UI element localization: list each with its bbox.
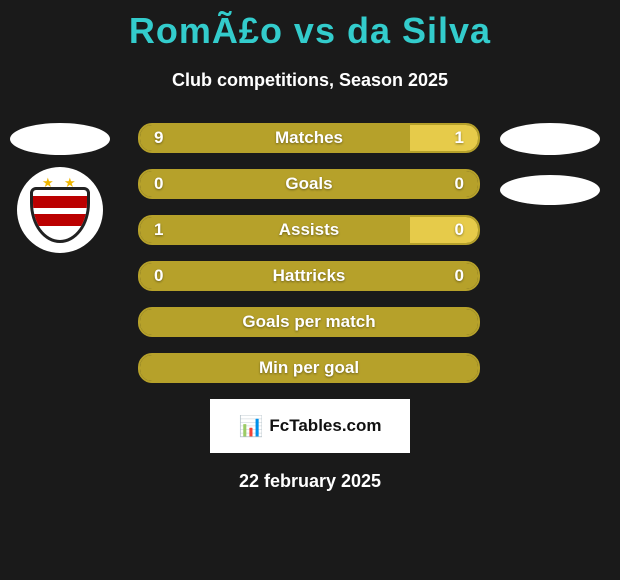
right-ellipse-2 <box>500 175 600 205</box>
left-club-crest: ★ ★ <box>17 167 103 253</box>
stat-bar-label: Matches <box>140 125 478 151</box>
stat-bar-label: Hattricks <box>140 263 478 289</box>
comparison-content: ★ ★ Matches91Goals00Assists10Hattricks00… <box>0 123 620 383</box>
stat-left-value: 1 <box>140 217 177 243</box>
left-ellipse-1 <box>10 123 110 155</box>
stat-bar-label: Min per goal <box>140 355 478 381</box>
stat-bar: Goals per match <box>138 307 480 337</box>
brand-footer: 📊 FcTables.com <box>210 399 410 453</box>
stat-left-value: 9 <box>140 125 177 151</box>
player-right-badge <box>500 123 600 223</box>
stat-left-value: 0 <box>140 263 177 289</box>
stat-bar: Matches9 1 <box>138 123 480 153</box>
stat-bar: Assists1 0 <box>138 215 480 245</box>
page-title: RomÃ£o vs da Silva <box>0 0 620 52</box>
player-left-badge: ★ ★ <box>10 123 110 223</box>
brand-text: FcTables.com <box>269 416 381 436</box>
stat-right-value: 0 <box>441 217 478 243</box>
date-label: 22 february 2025 <box>0 471 620 492</box>
stat-bar-label: Goals <box>140 171 478 197</box>
stat-right-value: 0 <box>441 171 478 197</box>
stat-bar-label: Assists <box>140 217 478 243</box>
stat-bar-label: Goals per match <box>140 309 478 335</box>
stat-bar: Goals0 0 <box>138 169 480 199</box>
stat-left-value: 0 <box>140 171 177 197</box>
stat-right-value: 1 <box>441 125 478 151</box>
stat-bar: Hattricks0 0 <box>138 261 480 291</box>
stat-bar: Min per goal <box>138 353 480 383</box>
right-ellipse-1 <box>500 123 600 155</box>
page-subtitle: Club competitions, Season 2025 <box>0 70 620 91</box>
brand-mark-icon: 📊 <box>238 414 263 439</box>
stat-bars-container: Matches91Goals00Assists10Hattricks00Goal… <box>138 123 480 383</box>
stat-right-value: 0 <box>441 263 478 289</box>
